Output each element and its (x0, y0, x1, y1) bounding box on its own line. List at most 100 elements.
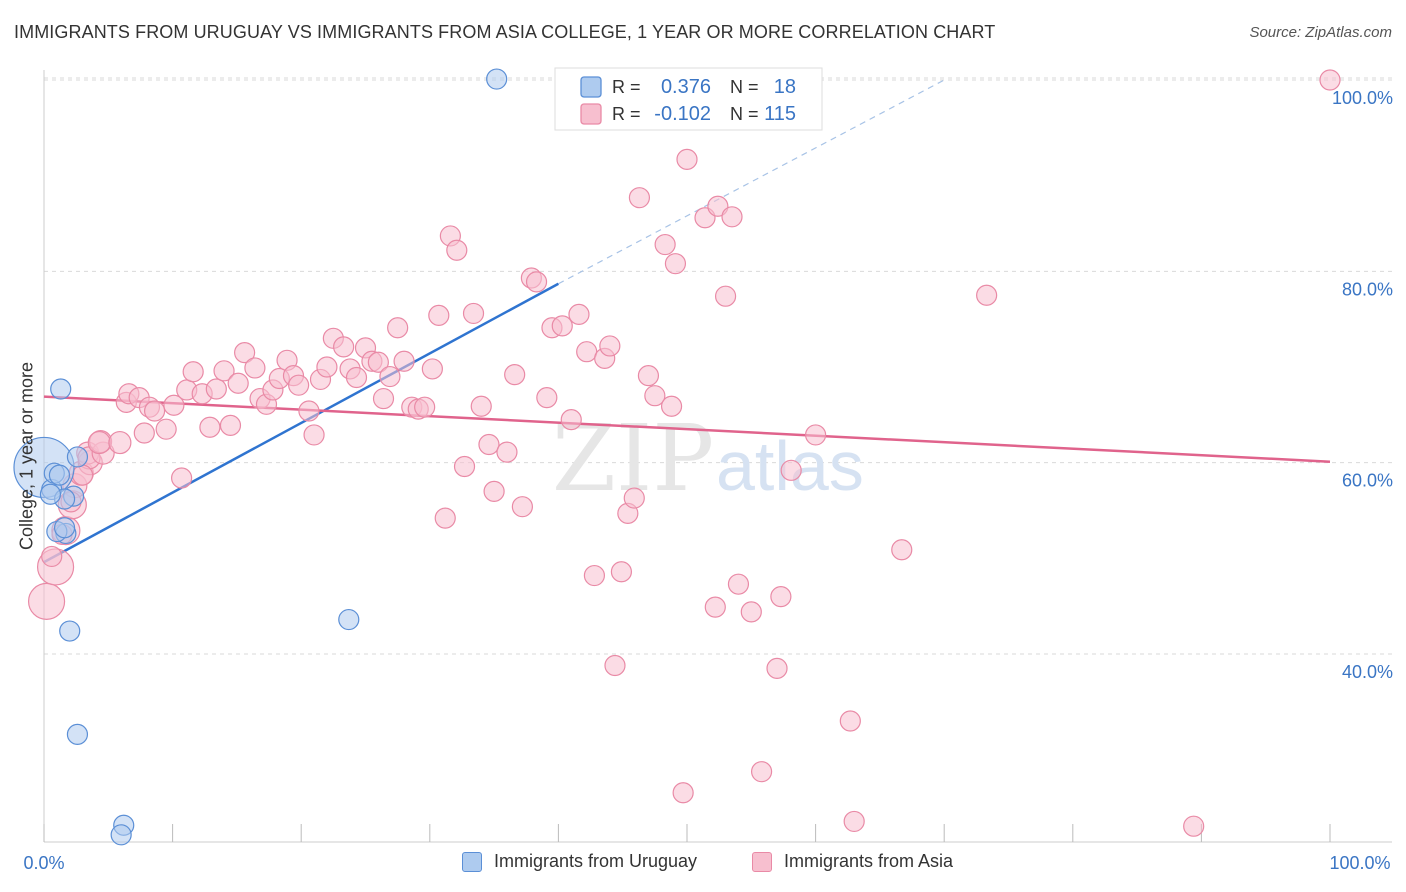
point-asia (660, 395, 683, 417)
source-label: Source: ZipAtlas.com (1249, 24, 1392, 41)
point-asia (199, 416, 221, 438)
point-asia (367, 351, 389, 373)
point-asia (536, 387, 558, 409)
point-asia (303, 424, 325, 446)
legend-r-label: R = (612, 77, 641, 97)
legend-n-value: 18 (774, 76, 796, 98)
point-asia (372, 387, 395, 410)
y-tick-label: 80.0% (1342, 279, 1393, 299)
point-asia (462, 302, 485, 325)
point-asia (387, 317, 409, 339)
point-asia (483, 480, 505, 502)
point-asia (393, 350, 415, 372)
point-asia (143, 400, 166, 422)
point-uruguay (486, 68, 508, 90)
series-legend: Immigrants from Uruguay Immigrants from … (0, 851, 1406, 877)
point-asia (108, 430, 132, 455)
chart-title: IMMIGRANTS FROM URUGUAY VS IMMIGRANTS FR… (14, 22, 996, 42)
point-asia (839, 710, 861, 732)
point-asia (379, 365, 401, 388)
legend-n-label: N = (730, 104, 759, 124)
point-asia (644, 385, 666, 407)
point-asia (583, 564, 606, 587)
legend-label-uruguay: Immigrants from Uruguay (494, 851, 698, 871)
legend-swatch-pink (752, 851, 772, 872)
legend-swatch-blue (462, 851, 482, 872)
y-axis-label: College, 1 year or more (16, 361, 37, 551)
point-asia (453, 455, 476, 478)
point-asia (171, 467, 193, 489)
point-asia (434, 507, 456, 529)
correlation-legend: R = 0.376 N = 18 R = -0.102 N = 115 (554, 67, 823, 131)
point-asia (227, 372, 249, 394)
point-asia (628, 187, 651, 209)
trend-line-uruguay (43, 282, 559, 564)
point-asia (234, 342, 256, 364)
point-asia (714, 285, 737, 307)
point-asia (478, 433, 500, 456)
y-tick-label: 40.0% (1342, 662, 1393, 682)
point-asia (428, 304, 450, 326)
point-asia (843, 810, 865, 833)
point-asia (470, 395, 492, 417)
point-asia (316, 356, 338, 378)
point-asia (1183, 815, 1205, 837)
point-asia (182, 361, 204, 383)
point-uruguay (53, 517, 76, 539)
point-asia (155, 418, 177, 440)
legend-item-uruguay[interactable]: Immigrants from Uruguay (462, 851, 697, 872)
point-asia (244, 357, 266, 379)
data-points (13, 68, 1341, 846)
point-asia (1319, 69, 1341, 91)
legend-item-asia[interactable]: Immigrants from Asia (752, 851, 953, 872)
x-tick-label-max: 100.0% (1329, 853, 1390, 873)
point-asia (560, 409, 582, 431)
point-asia (654, 233, 676, 256)
point-asia (704, 596, 726, 618)
point-asia (504, 364, 526, 386)
point-asia (766, 657, 788, 679)
point-asia (133, 422, 155, 444)
point-asia (41, 545, 63, 568)
point-asia (163, 394, 185, 416)
legend-n-value: 115 (764, 103, 796, 125)
point-asia (610, 561, 633, 583)
point-uruguay (66, 723, 89, 745)
point-asia (750, 761, 773, 783)
point-asia (721, 206, 743, 228)
legend-swatch-blue (580, 76, 602, 98)
point-asia (672, 782, 694, 804)
legend-r-value: 0.376 (661, 76, 711, 98)
point-asia (345, 366, 368, 389)
point-asia (804, 424, 827, 446)
point-asia (707, 195, 729, 217)
point-asia (664, 253, 687, 275)
y-tick-label: 100.0% (1332, 88, 1393, 108)
point-uruguay (338, 608, 360, 631)
point-asia (576, 341, 598, 363)
legend-label-asia: Immigrants from Asia (784, 851, 954, 871)
point-asia (976, 284, 998, 306)
legend-r-value: -0.102 (654, 103, 711, 125)
point-asia (213, 360, 235, 382)
legend-swatch-pink (580, 103, 602, 125)
point-asia (288, 374, 310, 396)
tick-labels: 40.0% 60.0% 80.0% 100.0% 0.0% 100.0% (23, 88, 1393, 873)
point-asia (525, 271, 548, 293)
point-asia (623, 487, 645, 509)
point-asia (511, 496, 533, 518)
point-asia (568, 303, 590, 325)
point-asia (599, 335, 621, 357)
point-asia (333, 336, 355, 358)
point-asia (637, 365, 660, 387)
watermark: ZIPatlas (552, 405, 864, 512)
point-asia (205, 378, 227, 400)
point-asia (551, 315, 573, 337)
point-asia (219, 414, 242, 436)
point-asia (727, 573, 750, 595)
legend-n-label: N = (730, 77, 759, 97)
point-asia (604, 654, 626, 677)
x-tick-label-min: 0.0% (23, 853, 64, 873)
point-asia (740, 601, 762, 623)
